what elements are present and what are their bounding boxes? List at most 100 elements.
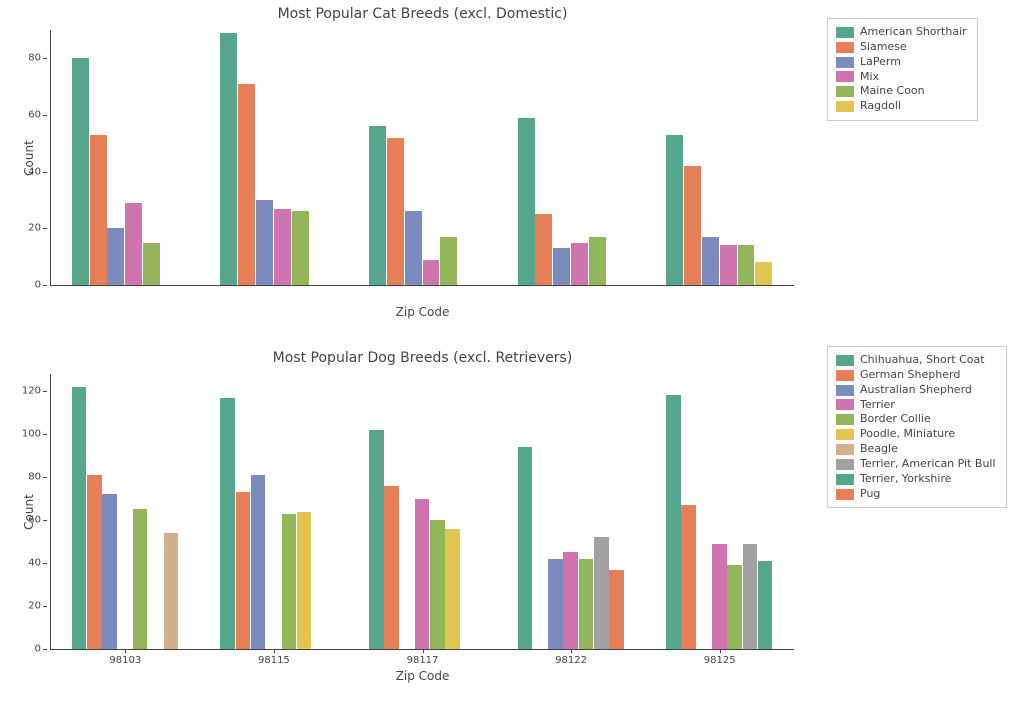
bar — [220, 398, 235, 649]
legend-swatch — [836, 57, 854, 68]
bar — [720, 245, 737, 285]
x-axis-label: Zip Code — [51, 669, 794, 683]
legend-label: Maine Coon — [860, 84, 925, 99]
bar — [589, 237, 606, 285]
y-tick-label: 80 — [28, 53, 41, 64]
bar — [102, 494, 117, 649]
bar — [387, 138, 404, 285]
legend-swatch — [836, 489, 854, 500]
legend-label: Australian Shepherd — [860, 383, 972, 398]
bar — [125, 203, 142, 285]
bar — [369, 126, 386, 285]
legend-item: Maine Coon — [836, 84, 967, 99]
y-tick — [43, 58, 47, 59]
y-tick-label: 0 — [35, 280, 41, 291]
bar — [743, 544, 758, 649]
legend-label: Chihuahua, Short Coat — [860, 353, 985, 368]
y-tick — [43, 115, 47, 116]
bar — [738, 245, 755, 285]
bar — [133, 509, 148, 649]
legend-item: American Shorthair — [836, 25, 967, 40]
legend-swatch — [836, 474, 854, 485]
legend: Chihuahua, Short CoatGerman ShepherdAust… — [827, 346, 1007, 508]
bar — [72, 387, 87, 649]
chart-panel: Most Popular Cat Breeds (excl. Domestic)… — [50, 30, 794, 286]
bar — [666, 395, 681, 649]
legend-item: Beagle — [836, 442, 996, 457]
chart-panel: Most Popular Dog Breeds (excl. Retriever… — [50, 374, 794, 650]
bar — [369, 430, 384, 649]
y-tick-label: 60 — [28, 110, 41, 121]
legend-swatch — [836, 101, 854, 112]
y-tick — [43, 563, 47, 564]
y-tick — [43, 520, 47, 521]
bar — [445, 529, 460, 649]
bar — [251, 475, 266, 649]
legend-swatch — [836, 27, 854, 38]
legend-label: Beagle — [860, 442, 898, 457]
bar — [609, 570, 624, 649]
x-axis-label: Zip Code — [51, 305, 794, 319]
bar — [72, 58, 89, 285]
y-tick-label: 80 — [28, 472, 41, 483]
bar — [702, 237, 719, 285]
bar — [107, 228, 124, 285]
bar — [681, 505, 696, 649]
bar — [87, 475, 102, 649]
y-tick-label: 20 — [28, 223, 41, 234]
legend-label: American Shorthair — [860, 25, 967, 40]
figure: Most Popular Cat Breeds (excl. Domestic)… — [0, 0, 1024, 705]
y-tick — [43, 649, 47, 650]
y-tick — [43, 285, 47, 286]
legend-item: Border Collie — [836, 412, 996, 427]
legend-item: Ragdoll — [836, 99, 967, 114]
legend-item: LaPerm — [836, 55, 967, 70]
bar — [430, 520, 445, 649]
x-tick-label: 98117 — [407, 655, 439, 666]
legend-label: Siamese — [860, 40, 907, 55]
legend-swatch — [836, 385, 854, 396]
bar — [518, 118, 535, 285]
bar — [563, 552, 578, 649]
legend-item: Australian Shepherd — [836, 383, 996, 398]
y-tick — [43, 391, 47, 392]
legend-item: German Shepherd — [836, 368, 996, 383]
legend-label: Pug — [860, 487, 880, 502]
x-tick-label: 98115 — [258, 655, 290, 666]
y-tick-label: 0 — [35, 644, 41, 655]
legend-item: Chihuahua, Short Coat — [836, 353, 996, 368]
legend-swatch — [836, 42, 854, 53]
y-tick-label: 120 — [22, 386, 41, 397]
bar — [758, 561, 773, 649]
bar — [440, 237, 457, 285]
legend-label: Ragdoll — [860, 99, 901, 114]
legend-label: Terrier, American Pit Bull — [860, 457, 996, 472]
bar — [384, 486, 399, 649]
y-tick — [43, 172, 47, 173]
chart-title: Most Popular Dog Breeds (excl. Retriever… — [51, 350, 794, 366]
legend-item: Terrier, American Pit Bull — [836, 457, 996, 472]
bar — [712, 544, 727, 649]
bar — [423, 260, 440, 286]
chart-title: Most Popular Cat Breeds (excl. Domestic) — [51, 6, 794, 22]
legend-swatch — [836, 444, 854, 455]
bar — [666, 135, 683, 285]
bar — [571, 243, 588, 286]
y-tick-label: 40 — [28, 166, 41, 177]
bar — [548, 559, 563, 649]
legend-label: LaPerm — [860, 55, 901, 70]
bar — [518, 447, 533, 649]
bar — [238, 84, 255, 285]
y-tick-label: 20 — [28, 601, 41, 612]
legend-label: Border Collie — [860, 412, 931, 427]
bar — [90, 135, 107, 285]
x-tick — [125, 649, 126, 653]
legend-swatch — [836, 355, 854, 366]
legend-swatch — [836, 414, 854, 425]
bar — [256, 200, 273, 285]
bar — [553, 248, 570, 285]
legend-swatch — [836, 370, 854, 381]
bar — [292, 211, 309, 285]
legend-label: Terrier — [860, 398, 895, 413]
y-tick-label: 60 — [28, 515, 41, 526]
